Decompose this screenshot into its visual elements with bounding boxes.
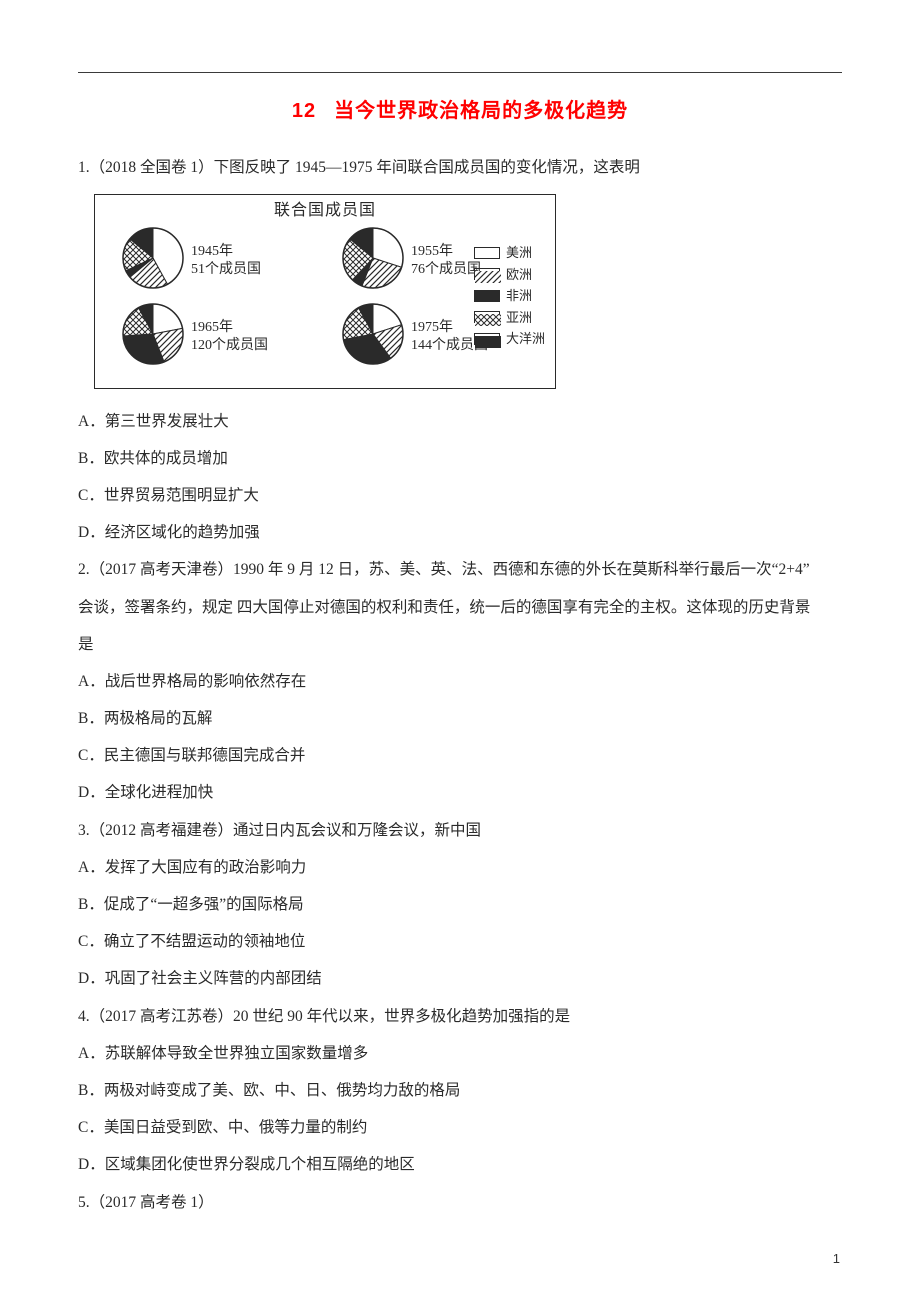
pie-1965-label: 1965年 120个成员国 — [191, 319, 268, 355]
pie-1965: 1965年 120个成员国 — [121, 302, 327, 372]
q2-opt-b: B．两极格局的瓦解 — [78, 700, 842, 737]
q3-opt-d: D．巩固了社会主义阵营的内部团结 — [78, 960, 842, 997]
legend-europe: 欧洲 — [474, 265, 545, 285]
legend-americas: 美洲 — [474, 243, 545, 263]
q2-line2: 会谈，签署条约，规定 四大国停止对德国的权利和责任，统一后的德国享有完全的主权。… — [78, 589, 842, 626]
q1-opt-d: D．经济区域化的趋势加强 — [78, 514, 842, 551]
q3-stem: 3.（2012 高考福建卷）通过日内瓦会议和万隆会议，新中国 — [78, 812, 842, 849]
q4-opt-c: C．美国日益受到欧、中、俄等力量的制约 — [78, 1109, 842, 1146]
un-members-figure: 联合国成员国 1945年 51个成员国 1955年 76个成员国 — [94, 194, 556, 388]
page-number: 1 — [833, 1243, 840, 1274]
q1-opt-b: B．欧共体的成员增加 — [78, 440, 842, 477]
pie-1955-label: 1955年 76个成员国 — [411, 243, 481, 279]
legend-asia: 亚洲 — [474, 308, 545, 328]
q5-stem: 5.（2017 高考卷 1） — [78, 1184, 842, 1221]
q1-opt-a: A．第三世界发展壮大 — [78, 403, 842, 440]
q2-line1: 2.（2017 高考天津卷）1990 年 9 月 12 日，苏、美、英、法、西德… — [78, 551, 842, 588]
pie-1945: 1945年 51个成员国 — [121, 226, 327, 296]
q4-stem: 4.（2017 高考江苏卷）20 世纪 90 年代以来，世界多极化趋势加强指的是 — [78, 998, 842, 1035]
q3-opt-c: C．确立了不结盟运动的领袖地位 — [78, 923, 842, 960]
title-text: 当今世界政治格局的多极化趋势 — [334, 100, 628, 122]
top-rule — [78, 72, 842, 73]
q4-opt-a: A．苏联解体导致全世界独立国家数量增多 — [78, 1035, 842, 1072]
q3-opt-b: B．促成了“一超多强”的国际格局 — [78, 886, 842, 923]
figure-title: 联合国成员国 — [103, 201, 547, 220]
page: 12 当今世界政治格局的多极化趋势 1.（2018 全国卷 1）下图反映了 194… — [0, 0, 920, 1302]
pie-1945-label: 1945年 51个成员国 — [191, 243, 261, 279]
q4-opt-b: B．两极对峙变成了美、欧、中、日、俄势均力敌的格局 — [78, 1072, 842, 1109]
q2-line3: 是 — [78, 626, 842, 663]
q3-opt-a: A．发挥了大国应有的政治影响力 — [78, 849, 842, 886]
q1-stem: 1.（2018 全国卷 1）下图反映了 1945—1975 年间联合国成员国的变… — [78, 149, 842, 186]
q2-opt-a: A．战后世界格局的影响依然存在 — [78, 663, 842, 700]
figure-legend: 美洲 欧洲 非洲 亚洲 大洋洲 — [474, 243, 545, 351]
title-number: 12 — [292, 100, 316, 122]
q4-opt-d: D．区域集团化使世界分裂成几个相互隔绝的地区 — [78, 1146, 842, 1183]
page-title: 12 当今世界政治格局的多极化趋势 — [78, 87, 842, 135]
legend-africa: 非洲 — [474, 286, 545, 306]
q1-opt-c: C．世界贸易范围明显扩大 — [78, 477, 842, 514]
q2-opt-d: D．全球化进程加快 — [78, 774, 842, 811]
legend-oceania: 大洋洲 — [474, 329, 545, 349]
q2-opt-c: C．民主德国与联邦德国完成合并 — [78, 737, 842, 774]
